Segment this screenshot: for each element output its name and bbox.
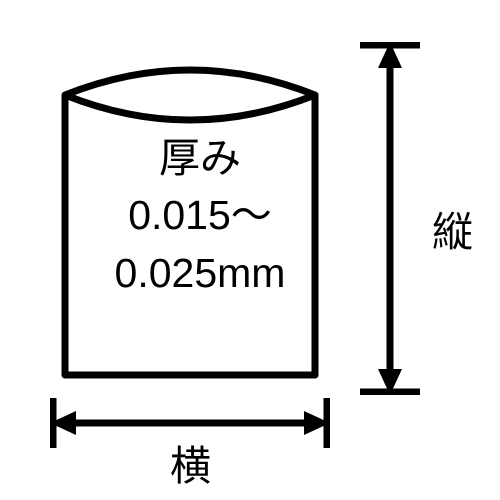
- horizontal-label: 横: [170, 432, 211, 492]
- thickness-range: 0.015～: [128, 192, 272, 238]
- thickness-label: 厚み: [159, 135, 241, 181]
- vertical-label: 縦: [432, 198, 473, 258]
- thickness-max: 0.025mm: [115, 250, 286, 296]
- diagram-canvas: 厚み 0.015～ 0.025mm 縦 横: [0, 0, 500, 500]
- thickness-text: 厚み 0.015～ 0.025mm: [90, 130, 310, 302]
- vertical-dimension: [360, 42, 440, 395]
